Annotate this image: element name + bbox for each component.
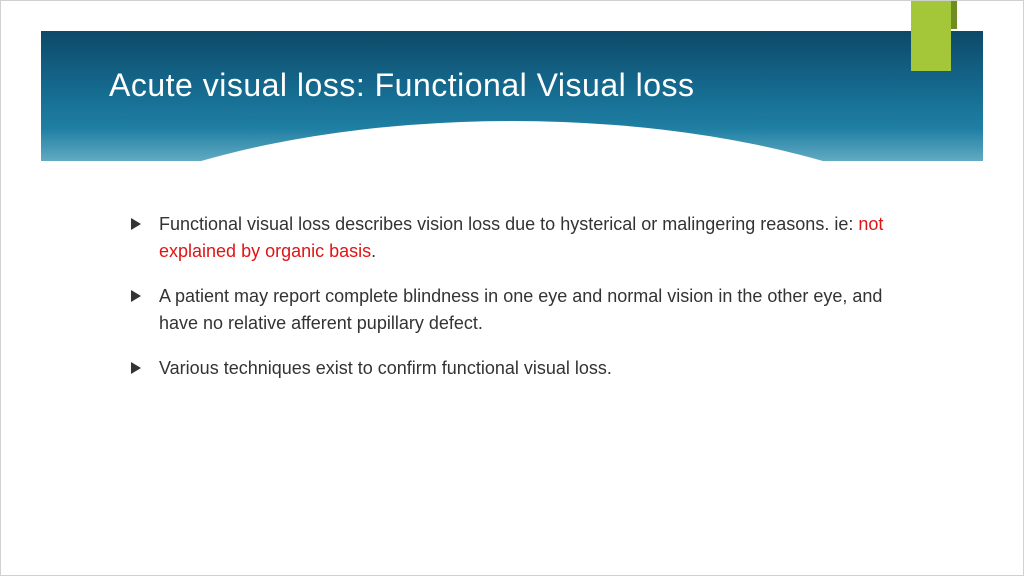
bullet-text: Various techniques exist to confirm func… (159, 355, 923, 382)
triangle-bullet-icon (131, 362, 141, 374)
bullet-item: Functional visual loss describes vision … (131, 211, 923, 265)
accent-tab (911, 1, 951, 71)
triangle-bullet-icon (131, 218, 141, 230)
bullet-text: A patient may report complete blindness … (159, 283, 923, 337)
content-area: Functional visual loss describes vision … (131, 211, 923, 400)
bullet-pre: A patient may report complete blindness … (159, 286, 882, 333)
bullet-pre: Various techniques exist to confirm func… (159, 358, 612, 378)
slide: Acute visual loss: Functional Visual los… (0, 0, 1024, 576)
bullet-item: A patient may report complete blindness … (131, 283, 923, 337)
bullet-list: Functional visual loss describes vision … (131, 211, 923, 382)
bullet-text: Functional visual loss describes vision … (159, 211, 923, 265)
bullet-item: Various techniques exist to confirm func… (131, 355, 923, 382)
bullet-pre: Functional visual loss describes vision … (159, 214, 858, 234)
triangle-bullet-icon (131, 290, 141, 302)
slide-title: Acute visual loss: Functional Visual los… (109, 67, 695, 104)
bullet-post: . (371, 241, 376, 261)
